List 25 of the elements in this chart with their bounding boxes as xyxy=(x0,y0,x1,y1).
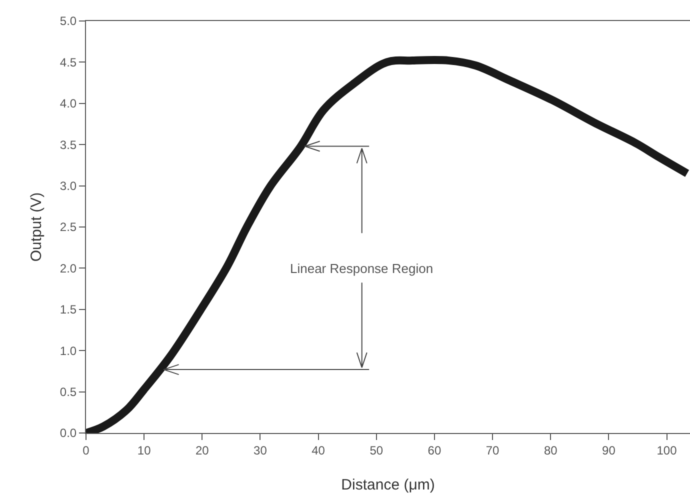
x-tick-label: 50 xyxy=(370,443,384,458)
x-tick-label: 70 xyxy=(486,443,500,458)
y-tick-label: 0.0 xyxy=(60,426,77,440)
y-tick-label: 2.0 xyxy=(60,261,77,276)
y-tick-label: 4.5 xyxy=(60,55,77,70)
annotation: Linear Response Region xyxy=(290,261,434,276)
x-tick-label: 60 xyxy=(428,443,442,458)
x-axis-title: Distance (μm) xyxy=(341,476,435,494)
x-tick-label: 0 xyxy=(82,443,90,458)
y-axis-title: Output (V) xyxy=(28,192,46,262)
x-tick-label: 40 xyxy=(312,443,326,458)
y-tick-label: 1.0 xyxy=(60,344,77,358)
y-tick-label: 5.0 xyxy=(60,14,77,28)
x-tick-label: 90 xyxy=(602,443,616,458)
x-tick-label: 20 xyxy=(195,443,210,458)
x-tick-label: 10 xyxy=(137,443,152,458)
y-tick-label: 4.0 xyxy=(60,96,77,111)
y-tick-label: 0.5 xyxy=(60,385,77,399)
x-tick-label: 80 xyxy=(544,443,558,458)
y-tick-label: 3.5 xyxy=(60,138,77,152)
x-tick-label: 30 xyxy=(254,443,268,458)
x-tick-label: 100 xyxy=(656,443,678,458)
y-tick-label: 1.5 xyxy=(60,302,77,317)
y-tick-label: 2.5 xyxy=(60,220,77,234)
y-tick-label: 3.0 xyxy=(60,179,77,193)
